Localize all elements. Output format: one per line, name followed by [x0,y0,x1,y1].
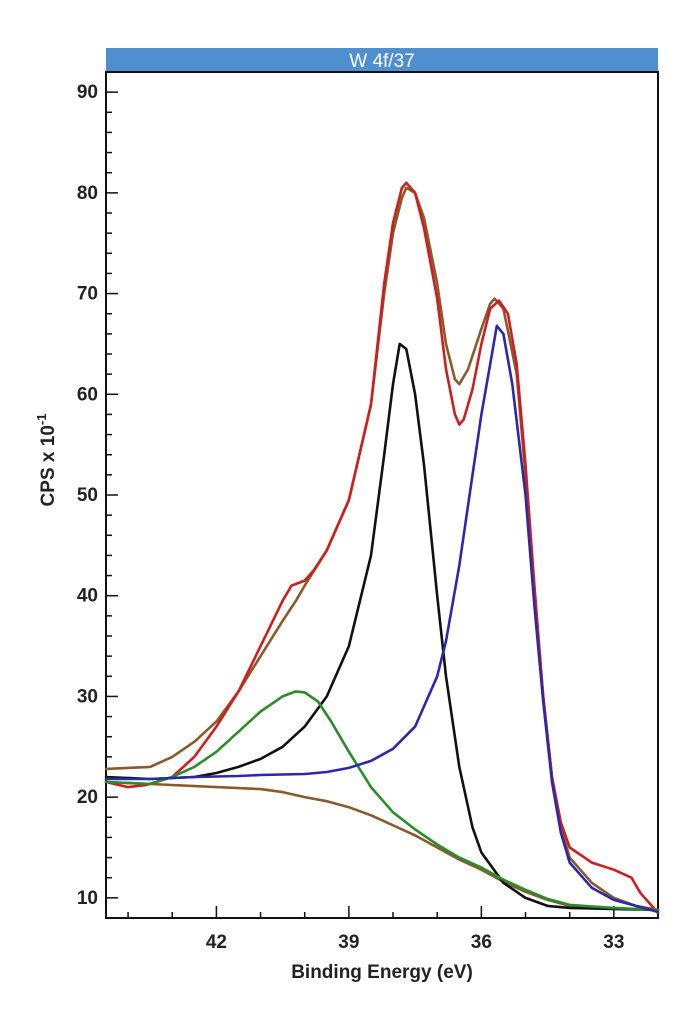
series-line-3 [104,181,660,915]
title-banner [106,48,658,72]
series-line-4 [104,342,660,912]
x-tick-label: 39 [338,932,359,953]
x-tick-label: 42 [206,932,227,953]
x-axis-title: Binding Energy (eV) [291,962,473,983]
y-tick-label: 60 [77,384,98,405]
y-axis-title: CPS x 10-1 [34,414,59,507]
series-line-5 [104,690,660,912]
x-tick-label: 33 [603,932,624,953]
y-axis-ticks: 10 20 30 40 50 60 70 80 90 [77,71,118,919]
y-tick-label: 30 [77,686,98,707]
y-tick-label: 20 [77,787,98,808]
chart-title: W 4f/37 [349,51,414,72]
y-axis-title-base: CPS x 10 [38,425,59,506]
y-axis-title-exponent: -1 [34,414,49,426]
x-axis-ticks: 42 39 36 33 [127,906,659,953]
series-layer [104,181,660,915]
plot-frame [105,71,659,919]
y-tick-label: 50 [77,485,98,506]
y-tick-label: 40 [77,586,98,607]
y-tick-label: 80 [77,183,98,204]
series-line-6 [104,324,660,914]
y-tick-label: 70 [77,284,98,305]
y-tick-label: 10 [77,888,98,909]
y-tick-label: 90 [77,82,98,103]
x-tick-label: 36 [471,932,492,953]
